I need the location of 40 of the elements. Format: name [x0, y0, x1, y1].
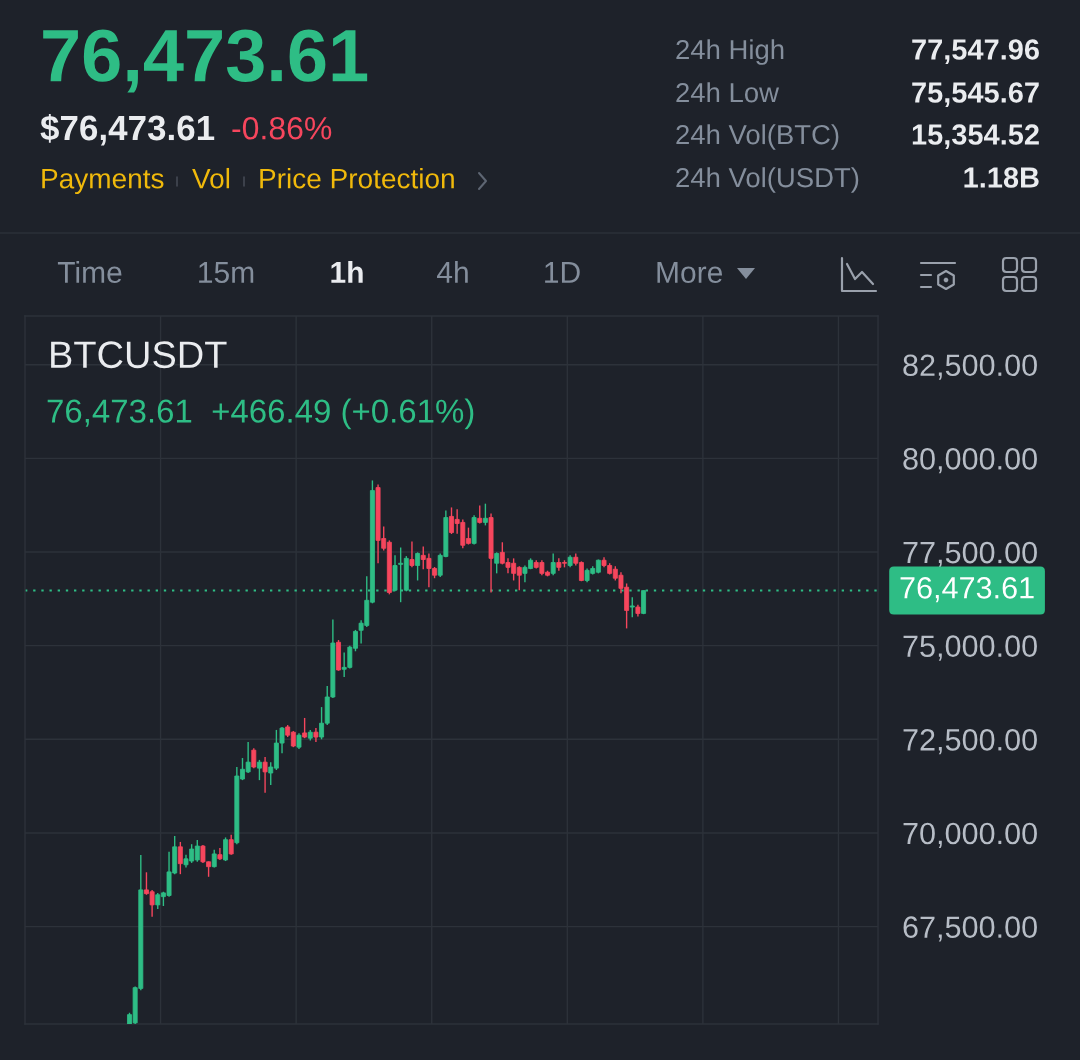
text: 15,354.52	[912, 124, 1039, 149]
y-tick-label: 70,000.00	[903, 822, 1037, 848]
text: 1.18B	[964, 167, 1039, 188]
text: $76,473.61	[40, 114, 215, 146]
text: More	[657, 262, 723, 284]
text: Time	[57, 261, 122, 284]
text: Vol	[192, 167, 230, 189]
candlestick	[482, 502, 488, 527]
text: 1D	[545, 262, 580, 283]
candlestick	[177, 841, 183, 875]
y-tick-label: 82,500.00	[903, 354, 1037, 380]
text: 77,547.96	[912, 39, 1039, 64]
text: 24h Low	[676, 82, 780, 103]
text: 24h Vol(USDT)	[676, 167, 859, 193]
y-tick-label: 67,500.00	[903, 916, 1037, 942]
candlestick	[262, 756, 268, 794]
text: Price Protection	[260, 167, 454, 189]
text: 24h Vol(BTC)	[676, 124, 839, 150]
y-tick-label: 75,000.00	[903, 635, 1037, 661]
candlestick	[629, 596, 635, 618]
candlestick	[228, 834, 234, 856]
text: 76,473.61	[43, 29, 368, 93]
y-tick-label: 72,500.00	[903, 729, 1037, 755]
text: 1h	[331, 261, 363, 283]
candlestick	[415, 551, 421, 582]
text: BTCUSDT	[51, 341, 227, 369]
y-tick-label: 77,500.00	[903, 541, 1037, 567]
text: 15m	[199, 262, 254, 284]
ref-line-label: 76,473.61	[900, 576, 1034, 603]
text: 24h High	[676, 39, 784, 65]
candlestick	[550, 552, 556, 576]
text: 4h	[437, 261, 468, 283]
candlestick	[409, 540, 415, 569]
text: -0.86%	[232, 116, 332, 140]
candlestick	[494, 551, 500, 575]
candlestick	[256, 759, 262, 781]
text: 76,473.61 +466.49 (+0.61%)	[47, 398, 474, 430]
text: 75,545.67	[912, 82, 1039, 107]
text: Payments	[42, 168, 164, 195]
y-tick-label: 80,000.00	[903, 448, 1037, 474]
